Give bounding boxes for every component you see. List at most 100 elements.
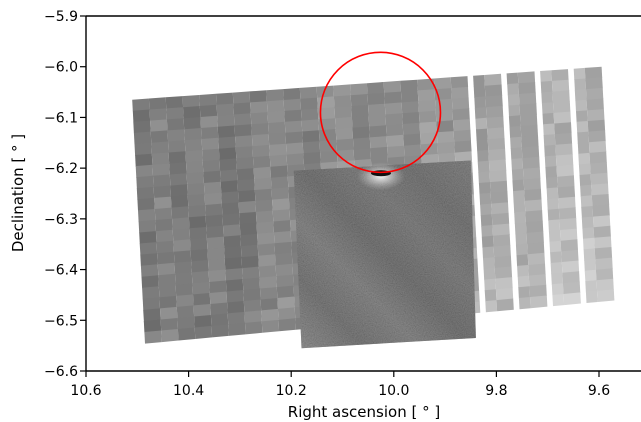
- mosaic-cell: [221, 191, 239, 205]
- mosaic-cell: [168, 151, 186, 164]
- mosaic-cell: [336, 149, 355, 163]
- mosaic-cell: [192, 282, 210, 295]
- bright-source: [356, 162, 405, 191]
- mosaic-cell: [542, 112, 555, 125]
- mosaic-cell: [302, 130, 320, 143]
- mosaic-cell: [222, 213, 240, 227]
- mosaic-cell: [520, 114, 538, 127]
- mosaic-cell: [223, 224, 241, 237]
- mosaic-cell: [593, 225, 611, 239]
- y-tick-label: −6.6: [44, 364, 78, 380]
- mosaic-cell: [243, 288, 261, 302]
- mosaic-cell: [261, 308, 279, 322]
- mosaic-cell: [189, 227, 207, 240]
- mosaic-cell: [135, 164, 153, 178]
- mosaic-cell: [417, 89, 436, 102]
- mosaic-cell: [317, 107, 336, 120]
- mosaic-cell: [384, 102, 403, 115]
- mosaic-cell: [142, 286, 160, 300]
- detector-image: [293, 160, 476, 349]
- mosaic-cell: [350, 94, 369, 107]
- mosaic-cell: [151, 152, 170, 166]
- mosaic-cell: [233, 113, 252, 126]
- mosaic-cell: [478, 182, 491, 195]
- mosaic-cell: [402, 122, 421, 136]
- mosaic-cell: [210, 313, 229, 327]
- mosaic-cell: [582, 227, 595, 240]
- x-tick-label: 10.6: [70, 383, 101, 399]
- mosaic-cell: [151, 141, 169, 155]
- mosaic-cell: [530, 295, 548, 309]
- y-tick-label: −6.5: [44, 313, 78, 329]
- mosaic-cell: [333, 95, 352, 108]
- mosaic-cell: [205, 203, 223, 217]
- mosaic-cell: [550, 262, 563, 275]
- mosaic-cell: [523, 178, 541, 191]
- mosaic-cell: [493, 245, 511, 258]
- mosaic-cell: [517, 71, 536, 84]
- mosaic-cell: [193, 293, 211, 306]
- mosaic-cell: [239, 211, 257, 225]
- mosaic-cell: [238, 200, 256, 214]
- mosaic-cell: [593, 215, 611, 228]
- mosaic-cell: [353, 137, 371, 150]
- mosaic-cell: [242, 266, 260, 280]
- mosaic-cell: [235, 146, 253, 159]
- mosaic-cell: [302, 141, 321, 154]
- mosaic-cell: [190, 249, 208, 262]
- mosaic-cell: [209, 291, 228, 305]
- mosaic-cell: [299, 86, 318, 100]
- mosaic-cell: [543, 123, 555, 136]
- mosaic-cell: [590, 172, 608, 186]
- mosaic-cell: [521, 135, 539, 148]
- mosaic-cell: [190, 238, 208, 251]
- mosaic-cell: [511, 158, 523, 171]
- mosaic-cell: [484, 278, 496, 291]
- mosaic-cell: [545, 166, 558, 179]
- mosaic-cell: [528, 274, 547, 287]
- mosaic-cell: [175, 272, 193, 286]
- mosaic-cell: [200, 115, 218, 129]
- mosaic-cell: [473, 75, 485, 87]
- mosaic-cell: [139, 231, 157, 244]
- mosaic-cell: [170, 184, 188, 198]
- mosaic-cell: [272, 209, 291, 222]
- mosaic-cell: [485, 95, 503, 108]
- mosaic-cell: [254, 177, 272, 191]
- mosaic-cell: [488, 159, 507, 172]
- mosaic-cell: [540, 70, 552, 83]
- mosaic-cell: [541, 102, 554, 115]
- mosaic-cell: [255, 199, 273, 213]
- mosaic-cell: [590, 162, 608, 175]
- mosaic-cell: [182, 95, 200, 108]
- mosaic-cell: [560, 228, 578, 242]
- mosaic-cell: [275, 263, 293, 277]
- mosaic-cell: [453, 119, 471, 132]
- mosaic-cell: [335, 127, 353, 141]
- mosaic-cell: [257, 243, 276, 257]
- mosaic-cell: [511, 168, 524, 181]
- mosaic-cell: [217, 114, 235, 128]
- mosaic-cell: [518, 286, 530, 299]
- mosaic-cell: [418, 110, 437, 124]
- mosaic-cell: [555, 143, 573, 156]
- mosaic-cell: [153, 185, 171, 199]
- mosaic-cell: [160, 306, 178, 320]
- mosaic-cell: [217, 125, 236, 139]
- mosaic-cell: [551, 79, 570, 92]
- mosaic-cell: [285, 131, 303, 145]
- mosaic-cell: [476, 139, 489, 152]
- mosaic-cell: [488, 148, 506, 162]
- mosaic-cell: [351, 115, 370, 129]
- mosaic-cell: [239, 222, 258, 236]
- mosaic-cell: [228, 322, 246, 336]
- mosaic-cell: [336, 138, 354, 152]
- mosaic-cell: [184, 128, 202, 141]
- mosaic-cell: [578, 163, 591, 176]
- mosaic-cell: [369, 136, 388, 149]
- mosaic-cell: [490, 180, 508, 194]
- mosaic-cell: [514, 211, 526, 224]
- image-layer: [132, 66, 615, 349]
- mosaic-cell: [494, 266, 513, 280]
